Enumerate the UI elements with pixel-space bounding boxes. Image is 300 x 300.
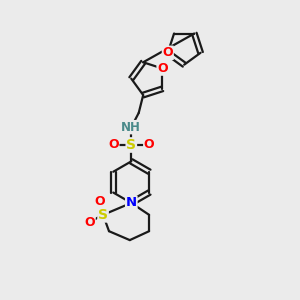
Text: S: S — [98, 208, 108, 222]
Text: N: N — [126, 196, 137, 209]
Text: NH: NH — [122, 121, 141, 134]
Text: S: S — [126, 138, 136, 152]
Text: O: O — [94, 195, 105, 208]
Text: O: O — [144, 139, 154, 152]
Text: O: O — [157, 62, 168, 75]
Text: O: O — [84, 216, 95, 229]
Text: O: O — [108, 139, 119, 152]
Text: O: O — [163, 46, 173, 59]
